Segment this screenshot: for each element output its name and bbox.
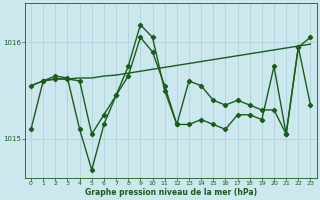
X-axis label: Graphe pression niveau de la mer (hPa): Graphe pression niveau de la mer (hPa) — [85, 188, 257, 197]
